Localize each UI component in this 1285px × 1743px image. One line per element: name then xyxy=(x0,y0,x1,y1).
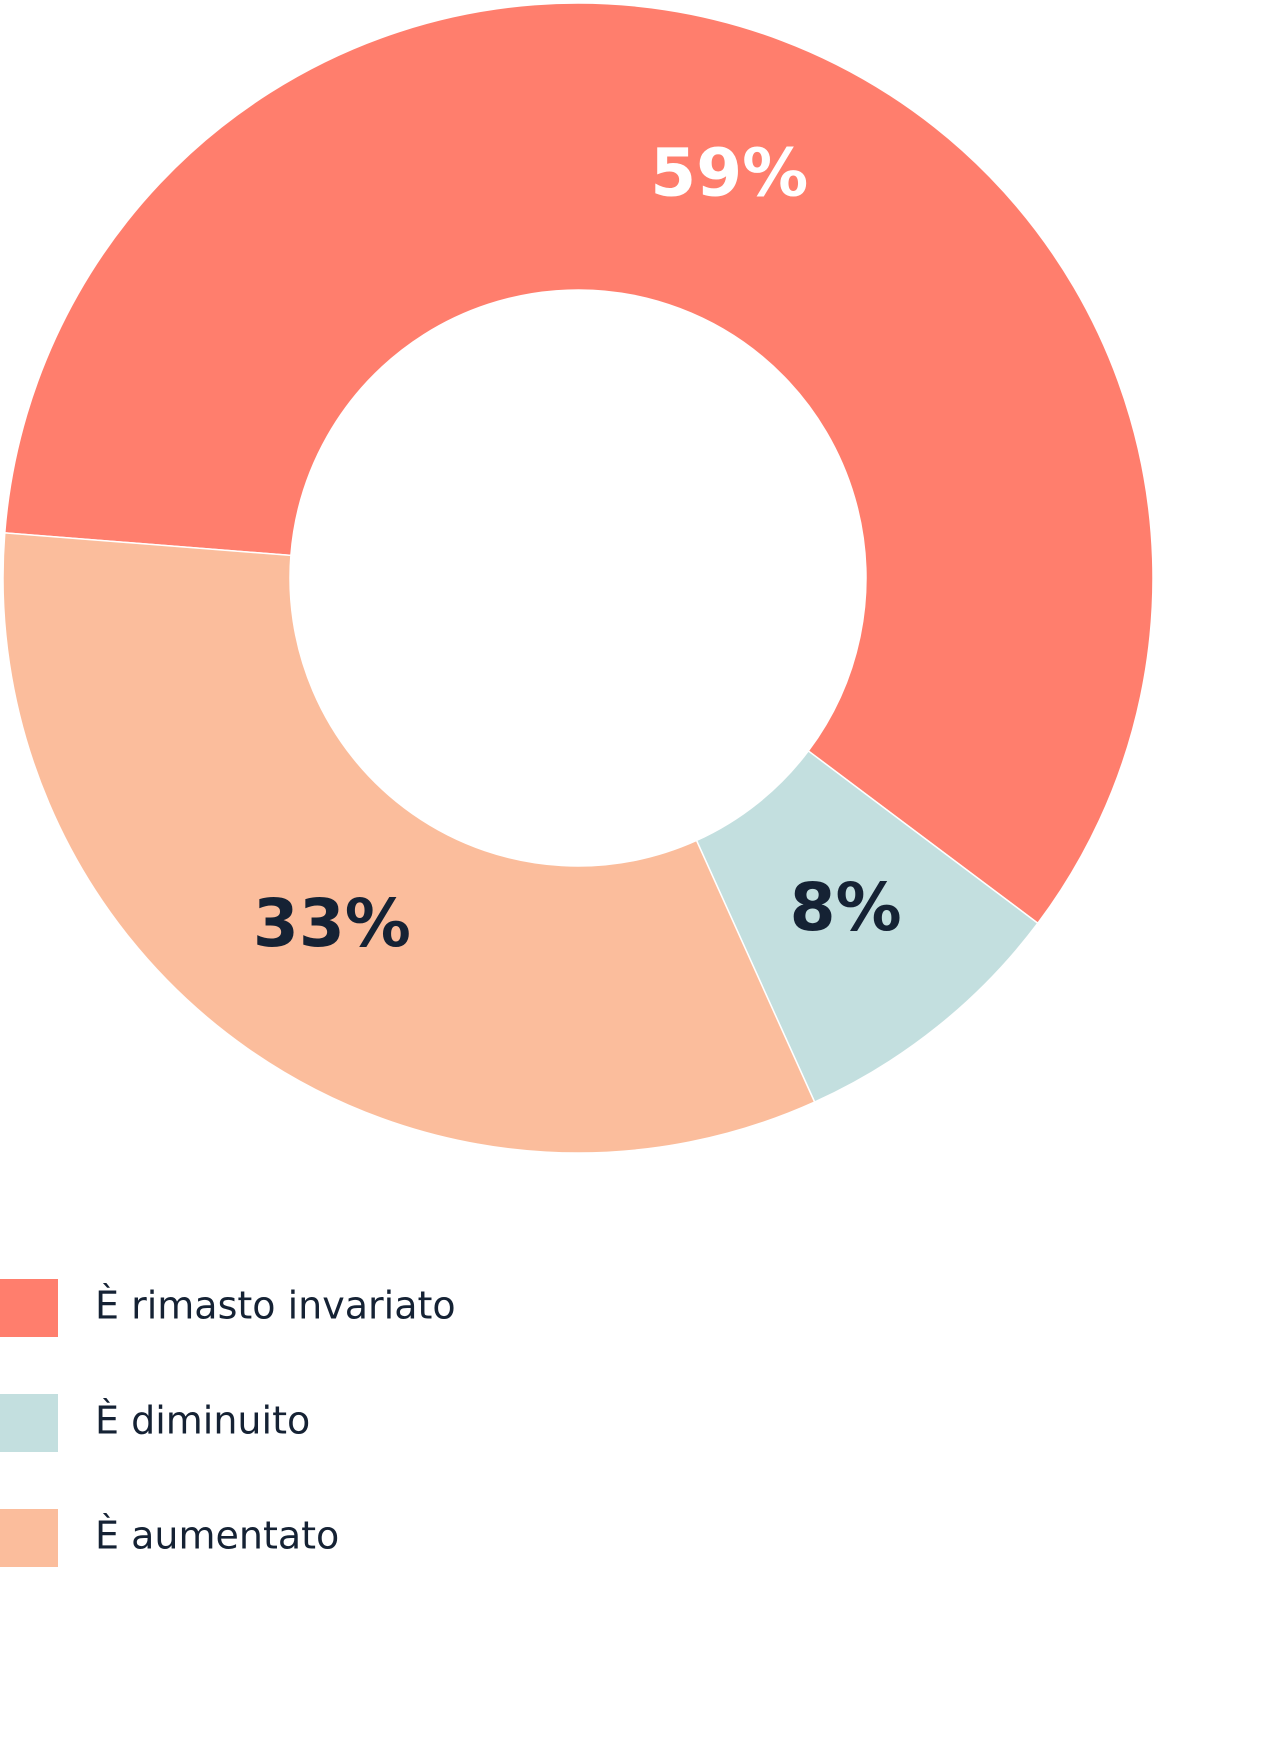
legend-label: È rimasto invariato xyxy=(95,1284,456,1328)
legend-swatch xyxy=(0,1509,58,1567)
value-label: 59% xyxy=(650,135,808,212)
legend-swatch xyxy=(0,1279,58,1337)
donut-segment xyxy=(2,532,816,1154)
legend-label: È aumentato xyxy=(95,1514,339,1558)
legend-swatch xyxy=(0,1394,58,1452)
value-label: 33% xyxy=(253,885,411,962)
donut-segment xyxy=(3,2,1154,925)
value-label: 8% xyxy=(790,869,902,946)
legend-label: È diminuito xyxy=(95,1399,310,1443)
